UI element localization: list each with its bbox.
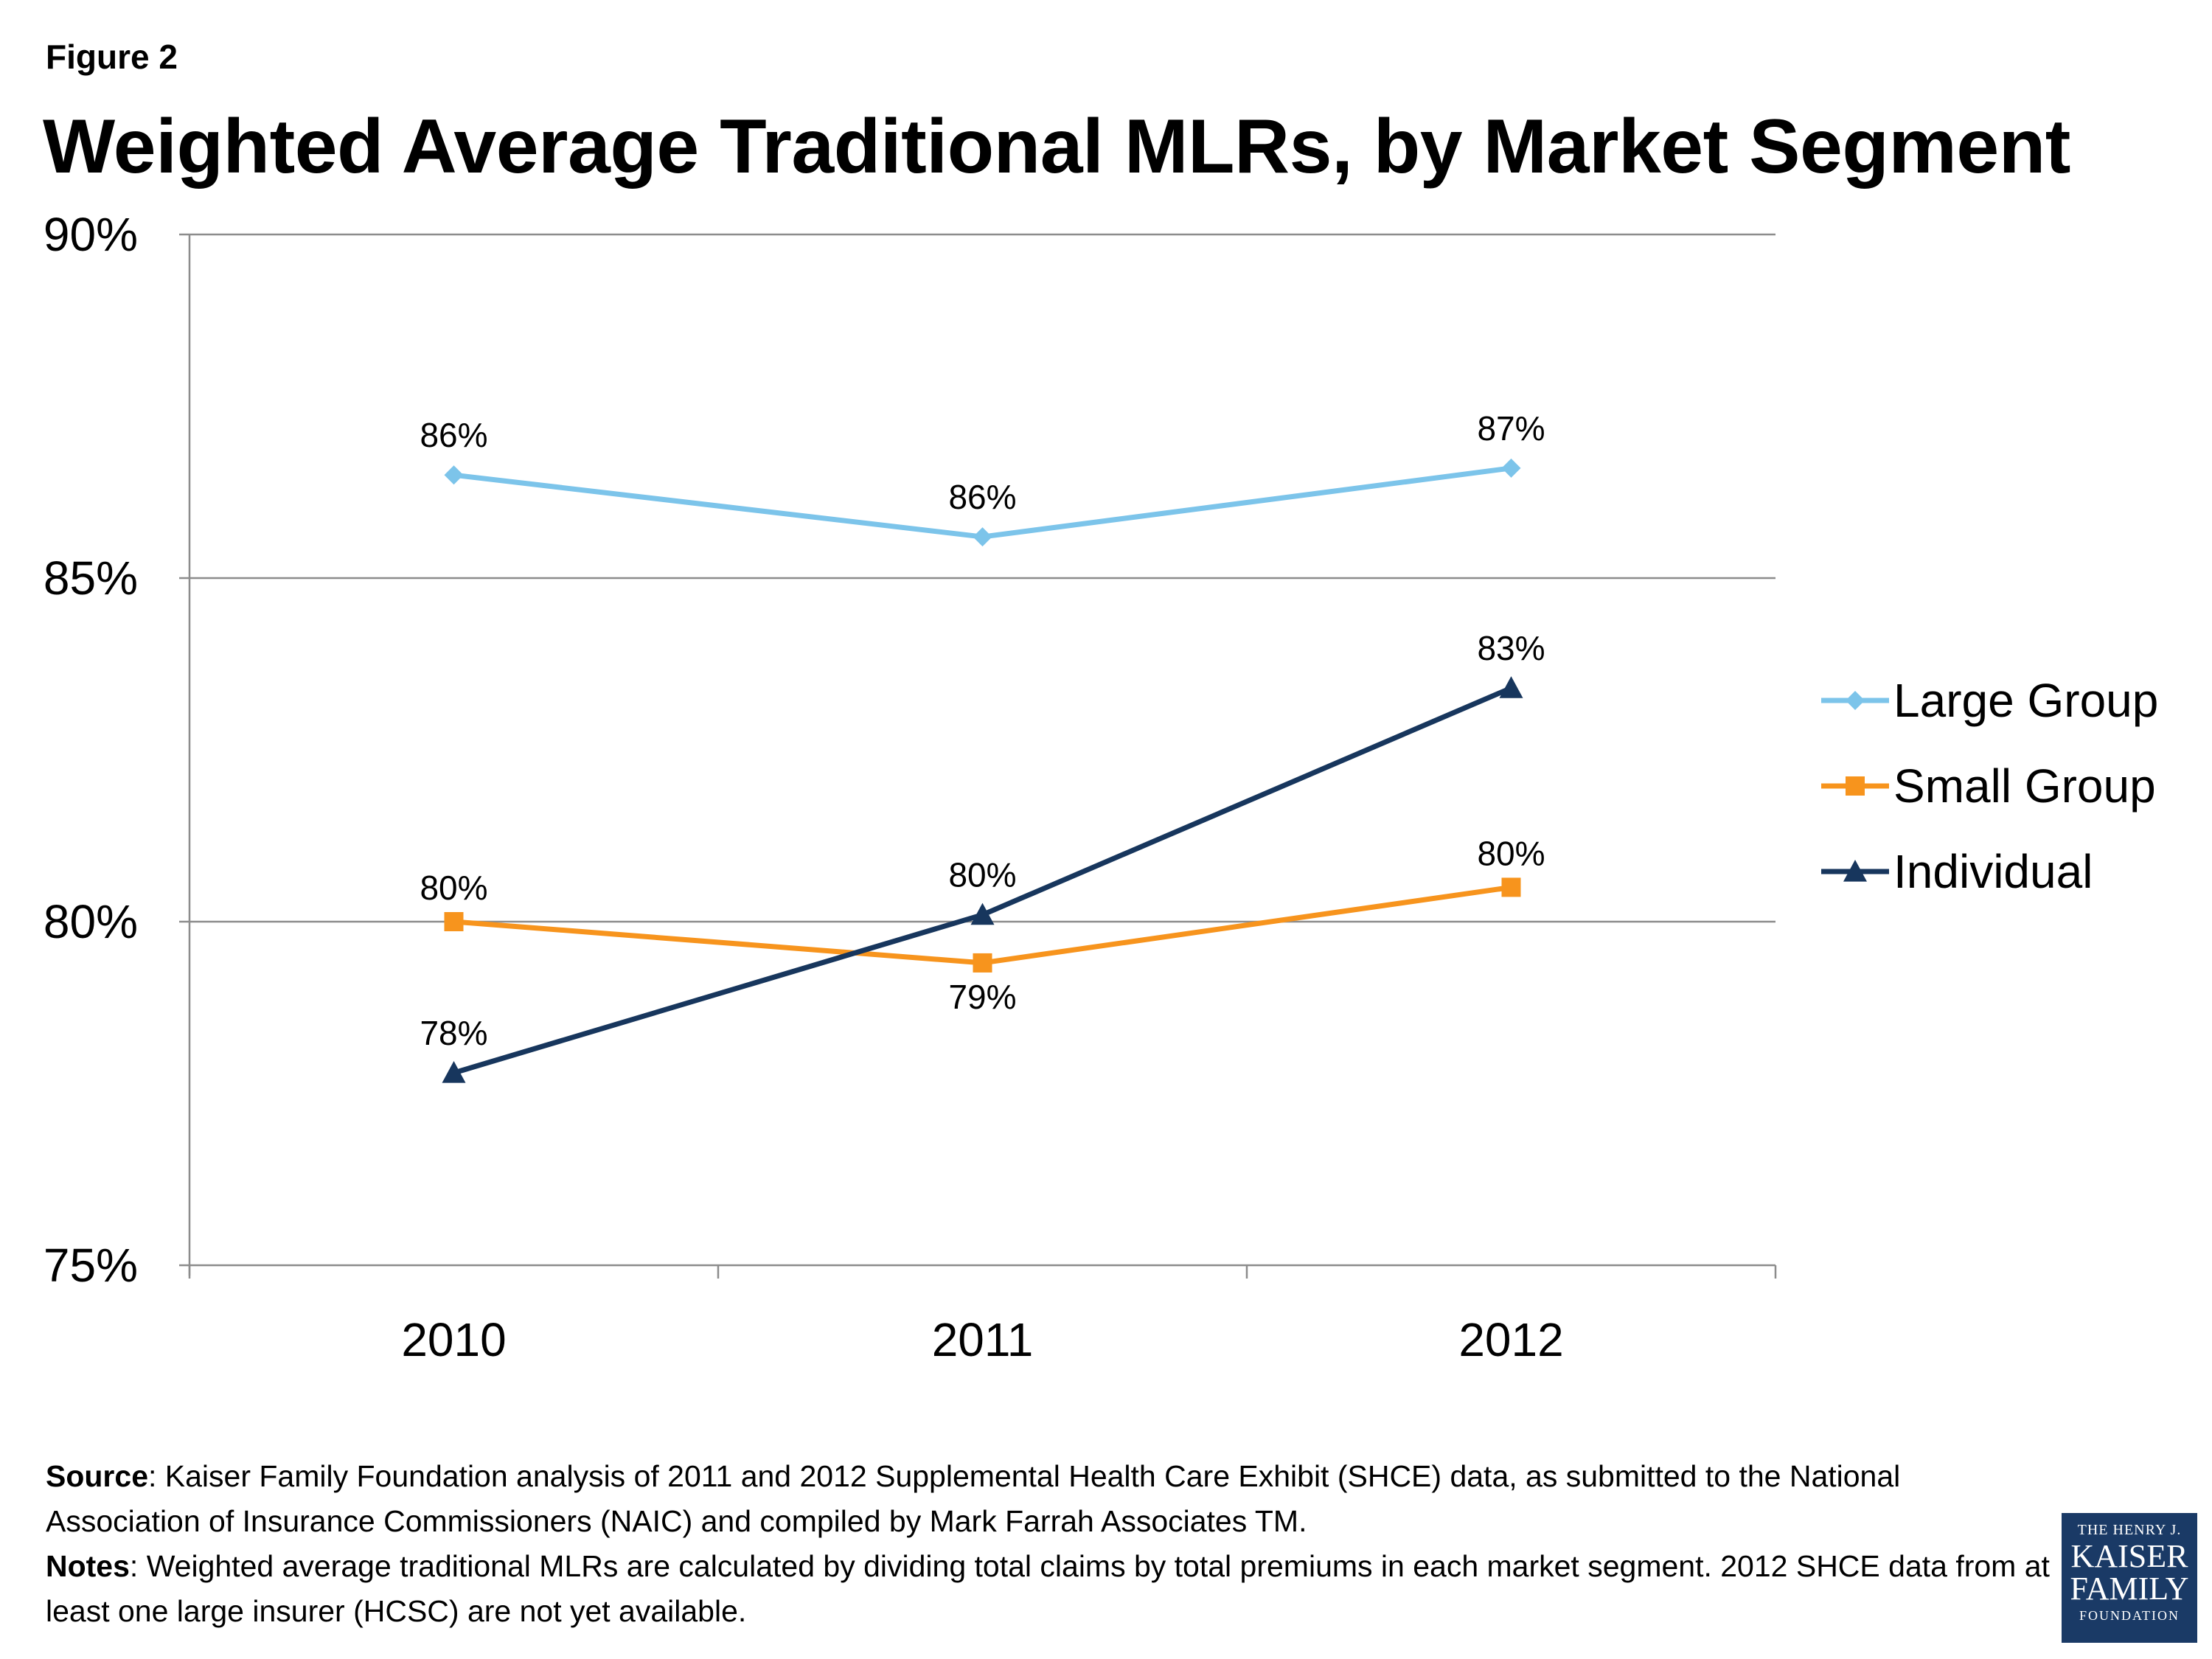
gridlines [179,233,1775,1267]
large-group-data-label: 86% [420,416,487,454]
small-group-point [973,953,992,973]
footer-notes: Source: Kaiser Family Foundation analysi… [46,1454,2051,1634]
large-group-point [1501,458,1521,478]
individual-data-label: 80% [948,856,1016,894]
logo-line-1: THE HENRY J. [2077,1522,2182,1538]
large-group-data-label: 87% [1477,409,1545,448]
x-tick-label: 2012 [1458,1313,1563,1366]
small-group-point [444,912,464,931]
data-labels: 86% 86% 87% 80% 79% 80% 78% 80% 83% [420,409,1545,1052]
chart-title: Weighted Average Traditional MLRs, by Ma… [43,104,2070,189]
large-group-legend-marker [1846,691,1865,710]
small-group-data-label: 79% [948,978,1016,1016]
logo-line-2: KAISER [2070,1538,2188,1574]
small-group-data-label: 80% [420,869,487,907]
series-lines [442,458,1523,1083]
figure-label: Figure 2 [46,38,178,76]
notes-note: Notes: Weighted average traditional MLRs… [46,1544,2051,1634]
large-group-legend-label: Large Group [1893,674,2158,727]
axes: 90% 85% 80% 75% 2010 2011 2012 [44,208,1777,1366]
large-group-point [444,465,464,485]
line-chart: 90% 85% 80% 75% 2010 2011 2012 86% 86% 87% 80% 79%… [44,208,2158,1366]
individual-point [442,1061,466,1083]
kaiser-family-foundation-logo: THE HENRY J. KAISER FAMILY FOUNDATION [2062,1513,2197,1643]
x-tick-label: 2010 [401,1313,506,1366]
large-group-point [973,527,992,547]
small-group-data-label: 80% [1477,834,1545,872]
individual-legend-label: Individual [1893,845,2093,898]
individual-point [970,902,995,925]
small-group-legend-label: Small Group [1893,759,2156,813]
y-tick-label: 80% [44,895,138,948]
y-tick-label: 90% [44,208,138,261]
small-group-point [1501,877,1521,897]
source-note: Source: Kaiser Family Foundation analysi… [46,1454,2051,1544]
source-text: : Kaiser Family Foundation analysis of 2… [46,1459,1901,1538]
large-group-data-label: 86% [948,478,1016,516]
individual-data-label: 78% [420,1014,487,1052]
individual-legend-marker [1843,860,1867,882]
source-label: Source [46,1459,148,1493]
y-tick-label: 85% [44,552,138,605]
legend: Large Group Small Group Individual [1821,674,2158,898]
notes-text: : Weighted average traditional MLRs are … [46,1549,2050,1628]
individual-point [1499,676,1523,698]
logo-line-3: FAMILY [2070,1571,2189,1607]
y-tick-label: 75% [44,1239,138,1292]
notes-label: Notes [46,1549,130,1583]
logo-line-4: FOUNDATION [2079,1608,2180,1623]
small-group-legend-marker [1846,776,1865,796]
individual-data-label: 83% [1477,629,1545,667]
x-tick-label: 2011 [932,1313,1034,1366]
small-group-line [453,884,1512,966]
